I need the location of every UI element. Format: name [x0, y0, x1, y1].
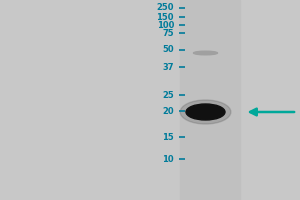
Text: 25: 25: [162, 90, 174, 99]
Text: 15: 15: [162, 133, 174, 142]
Text: 50: 50: [162, 46, 174, 54]
Text: 20: 20: [162, 107, 174, 116]
Text: 10: 10: [162, 154, 174, 164]
Ellipse shape: [180, 100, 231, 124]
Bar: [180, 0, 240, 200]
Text: 37: 37: [163, 62, 174, 72]
Text: 150: 150: [157, 12, 174, 21]
Text: 100: 100: [157, 21, 174, 29]
Ellipse shape: [186, 104, 225, 120]
Text: 250: 250: [157, 3, 174, 12]
Ellipse shape: [194, 51, 218, 55]
Text: 75: 75: [162, 28, 174, 38]
